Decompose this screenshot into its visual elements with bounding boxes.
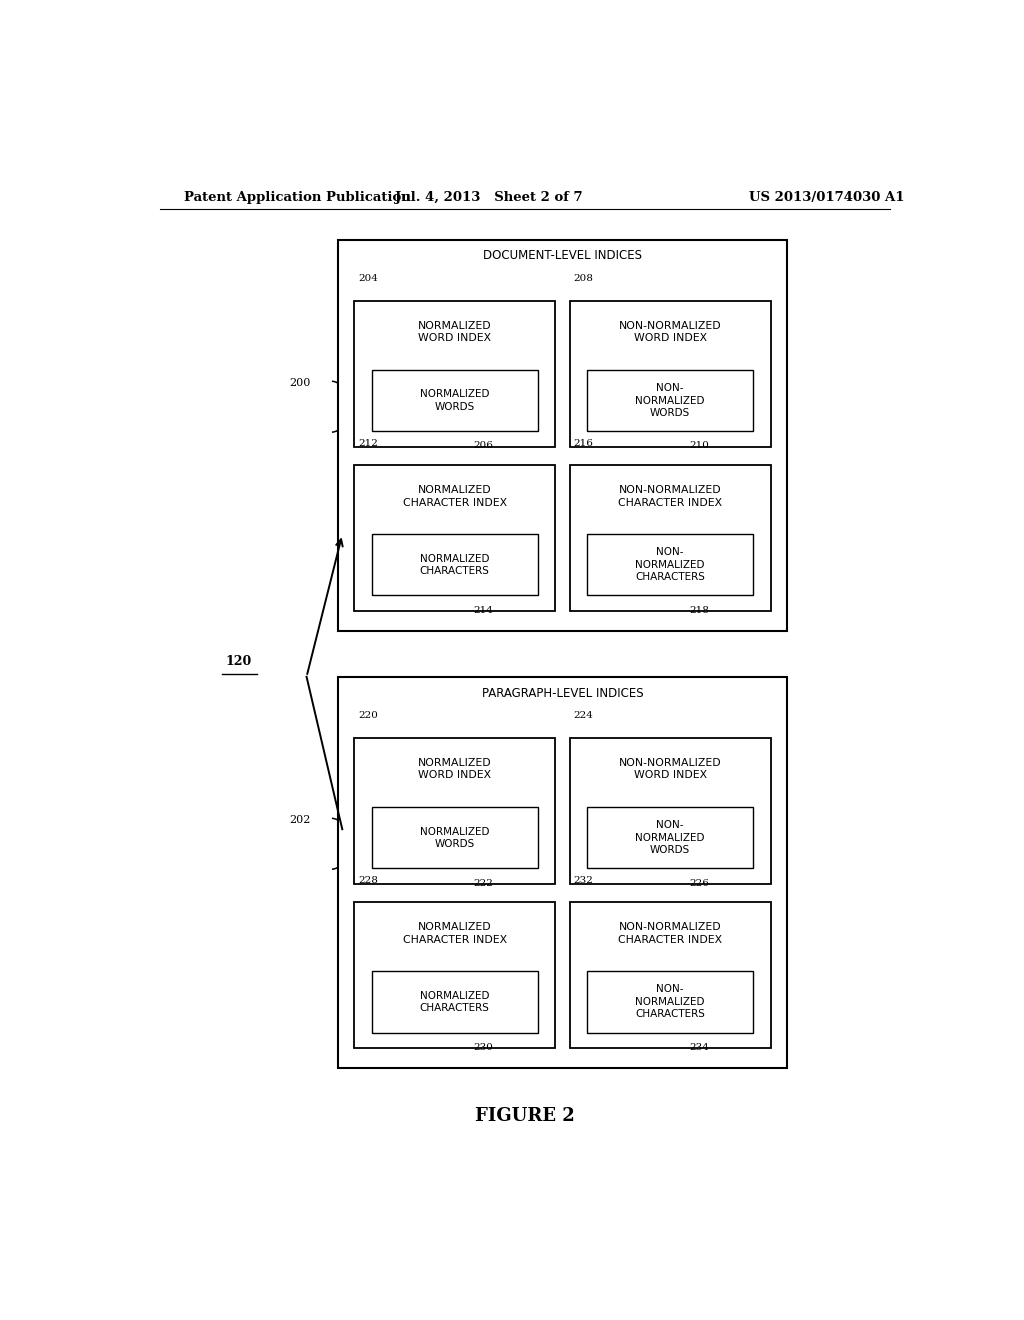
Text: 220: 220 xyxy=(358,711,378,721)
Text: NON-
NORMALIZED
WORDS: NON- NORMALIZED WORDS xyxy=(636,383,705,418)
Text: NON-NORMALIZED
CHARACTER INDEX: NON-NORMALIZED CHARACTER INDEX xyxy=(618,486,722,508)
Bar xyxy=(569,902,771,1048)
Text: NORMALIZED
WORDS: NORMALIZED WORDS xyxy=(420,826,489,849)
Bar xyxy=(338,677,786,1068)
Text: 228: 228 xyxy=(358,875,378,884)
Text: NORMALIZED
WORD INDEX: NORMALIZED WORD INDEX xyxy=(418,321,492,343)
Bar xyxy=(372,535,538,595)
Bar xyxy=(569,301,771,446)
Bar xyxy=(569,738,771,883)
Text: 218: 218 xyxy=(689,606,709,615)
Text: NORMALIZED
CHARACTERS: NORMALIZED CHARACTERS xyxy=(420,553,489,576)
Text: PARAGRAPH-LEVEL INDICES: PARAGRAPH-LEVEL INDICES xyxy=(481,686,643,700)
Bar xyxy=(354,738,555,883)
Text: 214: 214 xyxy=(474,606,494,615)
Text: NORMALIZED
WORDS: NORMALIZED WORDS xyxy=(420,389,489,412)
Bar xyxy=(354,902,555,1048)
Bar xyxy=(372,807,538,869)
Bar xyxy=(569,465,771,611)
Text: 216: 216 xyxy=(573,438,594,447)
Text: 208: 208 xyxy=(573,275,594,284)
Text: 234: 234 xyxy=(689,1043,709,1052)
Bar xyxy=(372,972,538,1032)
Text: 232: 232 xyxy=(573,875,594,884)
Text: NON-
NORMALIZED
CHARACTERS: NON- NORMALIZED CHARACTERS xyxy=(635,548,706,582)
Text: FIGURE 2: FIGURE 2 xyxy=(475,1107,574,1125)
Text: US 2013/0174030 A1: US 2013/0174030 A1 xyxy=(749,190,904,203)
Text: NORMALIZED
CHARACTERS: NORMALIZED CHARACTERS xyxy=(420,991,489,1012)
Text: Jul. 4, 2013   Sheet 2 of 7: Jul. 4, 2013 Sheet 2 of 7 xyxy=(395,190,583,203)
Text: NON-NORMALIZED
CHARACTER INDEX: NON-NORMALIZED CHARACTER INDEX xyxy=(618,923,722,945)
Bar xyxy=(587,972,754,1032)
Text: 120: 120 xyxy=(226,655,252,668)
Text: 226: 226 xyxy=(689,879,709,887)
Text: NON-NORMALIZED
WORD INDEX: NON-NORMALIZED WORD INDEX xyxy=(618,758,722,780)
Text: 224: 224 xyxy=(573,711,594,721)
Text: 204: 204 xyxy=(358,275,378,284)
Bar xyxy=(354,301,555,446)
Text: 212: 212 xyxy=(358,438,378,447)
Text: Patent Application Publication: Patent Application Publication xyxy=(183,190,411,203)
Text: 202: 202 xyxy=(289,816,310,825)
Text: NON-NORMALIZED
WORD INDEX: NON-NORMALIZED WORD INDEX xyxy=(618,321,722,343)
Text: 210: 210 xyxy=(689,441,709,450)
Text: 222: 222 xyxy=(474,879,494,887)
Text: 200: 200 xyxy=(289,379,310,388)
Text: NON-
NORMALIZED
CHARACTERS: NON- NORMALIZED CHARACTERS xyxy=(635,985,706,1019)
Bar xyxy=(587,370,754,432)
Bar xyxy=(587,807,754,869)
Bar xyxy=(354,465,555,611)
Bar xyxy=(587,535,754,595)
Bar xyxy=(372,370,538,432)
Text: NORMALIZED
WORD INDEX: NORMALIZED WORD INDEX xyxy=(418,758,492,780)
Text: NORMALIZED
CHARACTER INDEX: NORMALIZED CHARACTER INDEX xyxy=(402,923,507,945)
Text: 230: 230 xyxy=(474,1043,494,1052)
Text: 206: 206 xyxy=(474,441,494,450)
Bar xyxy=(338,240,786,631)
Text: NORMALIZED
CHARACTER INDEX: NORMALIZED CHARACTER INDEX xyxy=(402,486,507,508)
Text: DOCUMENT-LEVEL INDICES: DOCUMENT-LEVEL INDICES xyxy=(483,249,642,263)
Text: NON-
NORMALIZED
WORDS: NON- NORMALIZED WORDS xyxy=(636,820,705,855)
